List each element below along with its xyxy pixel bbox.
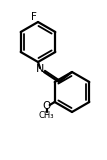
Text: F: F [31, 12, 37, 22]
Text: CH₃: CH₃ [39, 111, 54, 120]
Text: N: N [36, 64, 44, 74]
Text: O: O [43, 101, 51, 111]
